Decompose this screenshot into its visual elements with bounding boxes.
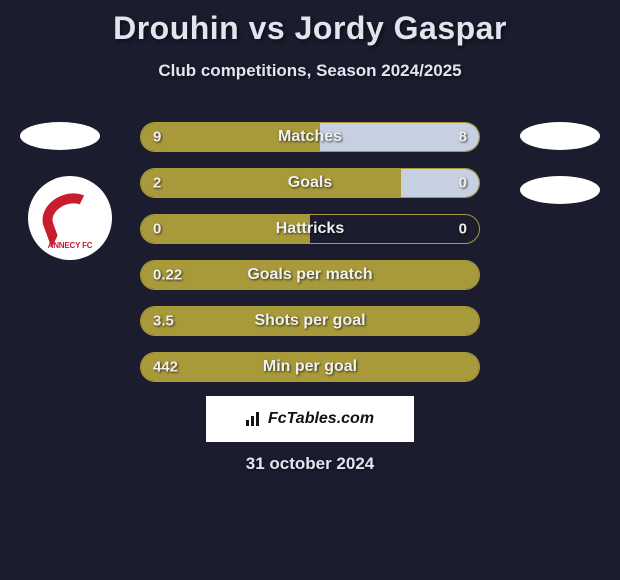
stat-value-left: 0.22 [153,267,182,284]
stats-bars: Matches98Goals20Hattricks00Goals per mat… [140,122,480,398]
stat-row: Goals per match0.22 [140,260,480,290]
annecy-logo: ANNECY FC [40,188,100,248]
stat-label: Shots per goal [141,312,479,330]
stat-row: Matches9 8 [140,122,480,152]
stat-label: Matches [141,128,479,146]
fctables-logo: FcTables.com [246,410,374,428]
stat-row: Hattricks0 0 [140,214,480,244]
stat-value-left: 9 [153,129,161,146]
stat-label: Min per goal [141,358,479,376]
right-team-badge-1 [520,122,600,150]
footer-brand-box: FcTables.com [206,396,414,442]
stat-row: Min per goal442 [140,352,480,382]
stat-row: Goals2 0 [140,168,480,198]
stat-value-left: 3.5 [153,313,174,330]
stat-value-left: 2 [153,175,161,192]
page-title: Drouhin vs Jordy Gaspar [0,0,620,47]
stat-row: Shots per goal3.5 [140,306,480,336]
stat-value-left: 442 [153,359,178,376]
stat-value-right: 0 [459,175,467,192]
footer-brand-text: FcTables.com [268,410,374,428]
annecy-swoosh-icon [36,186,104,248]
stat-label: Goals [141,174,479,192]
left-team-logo: ANNECY FC [28,176,112,260]
left-team-badge-1 [20,122,100,150]
right-team-badge-2 [520,176,600,204]
stat-value-right: 8 [459,129,467,146]
bar-chart-icon [246,412,264,426]
annecy-logo-text: ANNECY FC [40,241,100,250]
stat-label: Goals per match [141,266,479,284]
stat-label: Hattricks [141,220,479,238]
footer-date: 31 october 2024 [0,454,620,474]
subtitle: Club competitions, Season 2024/2025 [0,61,620,81]
stat-value-left: 0 [153,221,161,238]
stat-value-right: 0 [459,221,467,238]
